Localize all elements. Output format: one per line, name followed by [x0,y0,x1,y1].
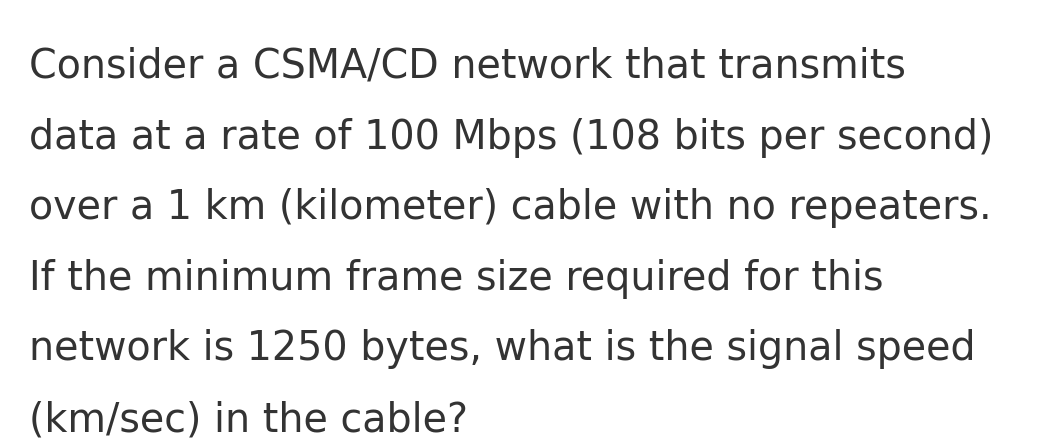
Text: (km/sec) in the cable?: (km/sec) in the cable? [29,400,468,440]
Text: If the minimum frame size required for this: If the minimum frame size required for t… [29,259,883,299]
Text: Consider a CSMA/CD network that transmits: Consider a CSMA/CD network that transmit… [29,47,906,87]
Text: network is 1250 bytes, what is the signal speed: network is 1250 bytes, what is the signa… [29,329,976,369]
Text: data at a rate of 100 Mbps (108 bits per second): data at a rate of 100 Mbps (108 bits per… [29,118,993,157]
Text: over a 1 km (kilometer) cable with no repeaters.: over a 1 km (kilometer) cable with no re… [29,188,991,228]
